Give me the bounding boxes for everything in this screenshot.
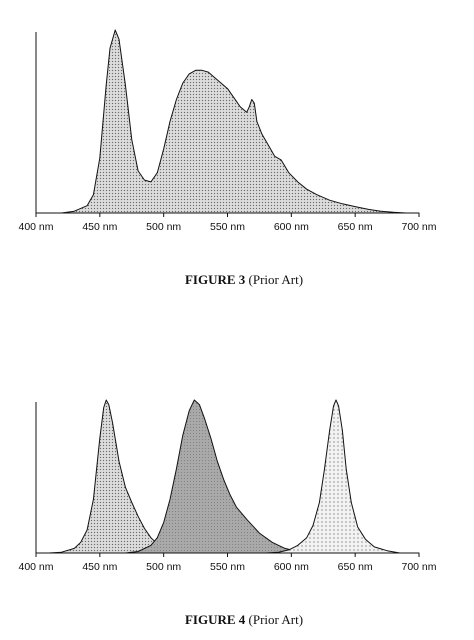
spectrum-series-1 xyxy=(35,29,420,214)
x-tick-label: 400 nm xyxy=(18,221,53,233)
figure-caption: FIGURE 4 (Prior Art) xyxy=(185,612,303,627)
x-tick-label: 550 nm xyxy=(210,561,245,573)
chart-figure-4: 400 nm 450 nm 500 nm 550 nm 600 nm 650 nm 700 … xyxy=(18,399,437,627)
x-tick-label: 700 nm xyxy=(401,221,436,233)
x-tick-label: 650 nm xyxy=(338,561,373,573)
x-tick-label: 650 nm xyxy=(338,221,373,233)
figure-caption: FIGURE 3 (Prior Art) xyxy=(185,272,303,287)
tick-layer: 400 nm 450 nm 500 nm 550 nm 600 nm 650 nm 700 … xyxy=(18,553,437,573)
x-tick-label: 500 nm xyxy=(146,561,181,573)
spectrum-series-2 xyxy=(124,399,311,554)
series-layer xyxy=(35,29,420,214)
x-tick-label: 600 nm xyxy=(274,561,309,573)
x-tick-label: 450 nm xyxy=(82,561,117,573)
tick-layer: 400 nm 450 nm 500 nm 550 nm 600 nm 650 nm 700 … xyxy=(18,213,437,233)
x-tick-label: 600 nm xyxy=(274,221,309,233)
x-tick-label: 400 nm xyxy=(18,561,53,573)
x-tick-label: 500 nm xyxy=(146,221,181,233)
series-layer xyxy=(48,399,420,554)
spectrum-series-3 xyxy=(265,399,420,554)
x-tick-label: 550 nm xyxy=(210,221,245,233)
x-tick-label: 450 nm xyxy=(82,221,117,233)
x-tick-label: 700 nm xyxy=(401,561,436,573)
chart-figure-3: 400 nm 450 nm 500 nm 550 nm 600 nm 650 nm 700 … xyxy=(18,29,437,287)
